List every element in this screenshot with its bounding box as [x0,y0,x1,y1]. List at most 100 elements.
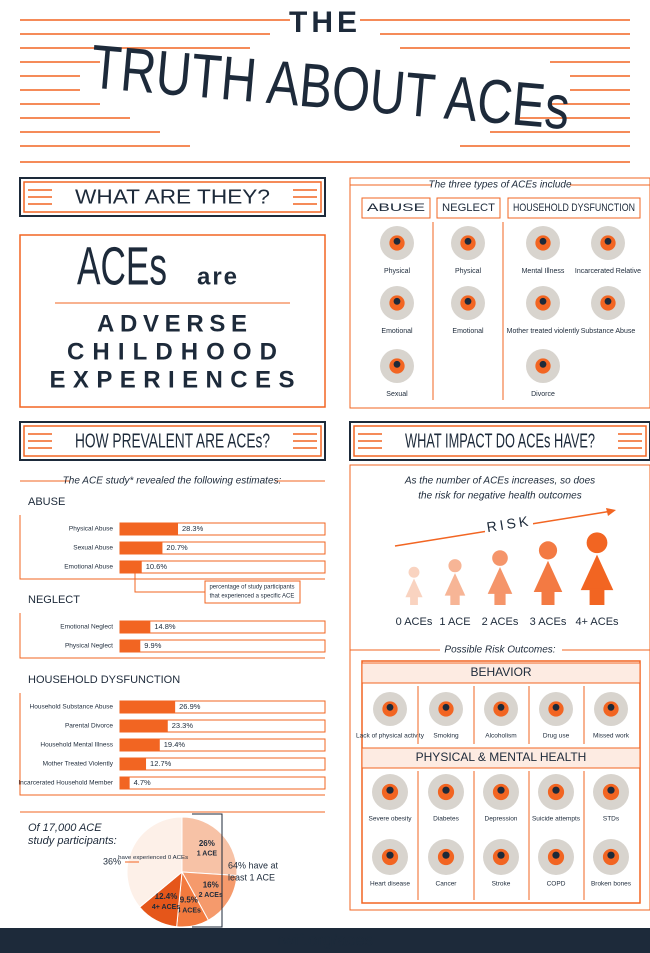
icon-detail [552,786,560,794]
frame [19,613,325,659]
frame [204,580,301,604]
frame [19,234,326,408]
icon-detail [393,237,401,245]
bar-value: 14.8% [154,622,176,631]
band-heading: BEHAVIOR [470,665,531,679]
frame [19,177,326,217]
outcome: Diabetes [433,816,459,823]
type-item: Emotional [381,328,413,335]
icon-detail [386,703,394,711]
frame [353,425,647,457]
risk-bg [485,517,533,533]
figure-legs [589,588,605,605]
bar-label: Mother Treated Violently [43,761,114,768]
bar [120,739,160,751]
chart-title: NEGLECT [28,594,80,606]
arrow-head [606,508,616,516]
type-item: Sexual [386,391,408,398]
impact-frame [349,464,650,911]
type-item: Physical [455,268,482,275]
chart-title: ABUSE [28,496,65,508]
pie-title: Of 17,000 ACE [28,822,102,834]
frame [349,177,650,409]
bar [120,561,142,573]
bracket [192,813,223,928]
pie-value: 26% [199,839,215,848]
meaning-line: ADVERSE [97,310,247,337]
annotation: that experienced a specific ACE [210,594,295,600]
pie-category: 1 ACE [197,851,218,858]
bar-value: 10.6% [146,562,168,571]
connector [134,572,205,593]
icon-detail [607,851,615,859]
icon-detail [386,786,394,794]
type-item: Emotional [452,328,484,335]
meaning-line: EXPERIENCES [50,366,295,393]
bar-label: Physical Neglect [65,643,113,650]
icon-detail [604,297,612,305]
prevalence-intro: The ACE study* revealed the following es… [63,476,282,487]
outcome: Smoking [433,733,459,740]
acronym: ACEs [77,236,167,296]
icon-detail [607,703,615,711]
bar [120,640,141,652]
section-heading: WHAT ARE THEY? [75,186,270,208]
icon-detail [442,851,450,859]
figure-legs [450,594,460,605]
pie-value: 12.4% [155,892,178,901]
bar-label: Household Mental Illness [40,742,113,749]
frame [19,515,325,580]
type-name: ABUSE [367,202,425,214]
band [361,662,641,684]
bar [120,523,179,535]
pie-category: have experienced 0 ACEs [118,855,188,861]
icon-detail [393,297,401,305]
type-name: NEGLECT [442,202,495,214]
type-item: Physical [384,268,411,275]
figure-head [538,541,558,560]
type-item: Substance Abuse [581,328,636,335]
frame [23,425,322,457]
pie-annotation: least 1 ACE [228,872,275,882]
bar [120,542,163,554]
type-item: Incarcerated Relative [575,268,641,275]
icon-detail [539,360,547,368]
bar [120,777,130,789]
type-name: HOUSEHOLD DYSFUNCTION [513,202,635,214]
bar-value: 4.7% [134,778,151,787]
figure-head [586,532,608,554]
figure-head [408,566,420,578]
verb: are [197,263,239,290]
bar-label: Sexual Abuse [73,545,113,552]
type-item: Divorce [531,391,555,398]
frame [19,693,325,796]
frame [19,421,326,461]
outcome: Alcoholism [485,733,516,740]
bar-label: Incarcerated Household Member [18,780,113,787]
outcome: STDs [603,816,620,823]
outcomes-intro: Possible Risk Outcomes: [444,645,555,656]
bar-track [119,620,326,634]
outcome: Severe obesity [369,816,413,823]
icon-detail [442,703,450,711]
outcome: Cancer [436,881,458,888]
risk-level: 0 ACEs [396,616,433,628]
bar-value: 9.9% [144,641,161,650]
figure-body [405,578,423,598]
pie-value: 36% [103,856,121,866]
icon-detail [604,237,612,245]
section-heading: WHAT IMPACT DO ACEs HAVE? [405,430,595,452]
risk-level: 1 ACE [439,616,470,628]
bar [120,701,176,713]
band [361,747,641,769]
section-heading: HOW PREVALENT ARE ACEs? [75,430,270,452]
icon-detail [539,237,547,245]
outcome: Missed work [593,733,630,740]
outcome: Stroke [492,881,511,888]
frame [507,197,641,219]
bar-value: 28.3% [182,524,204,533]
annotation: percentage of study participants [209,585,294,591]
risk-level: 3 ACEs [530,616,567,628]
bar-label: Emotional Abuse [64,564,113,571]
